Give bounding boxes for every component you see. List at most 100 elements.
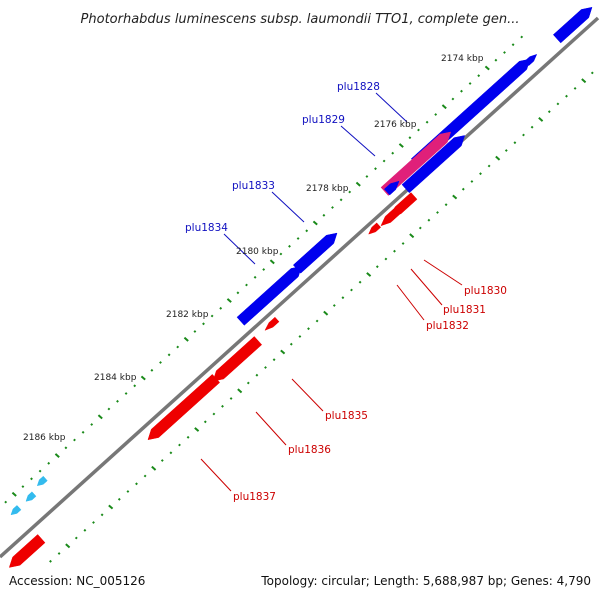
major-tick xyxy=(441,104,447,110)
minor-tick xyxy=(92,521,95,524)
gene-plu1836[interactable] xyxy=(212,336,263,382)
minor-tick xyxy=(382,159,386,163)
minor-tick xyxy=(264,366,267,369)
minor-tick xyxy=(107,407,111,411)
major-tick xyxy=(452,194,458,200)
minor-tick xyxy=(38,469,42,473)
plu1830-label[interactable]: plu1830 xyxy=(464,285,507,297)
major-tick xyxy=(484,65,490,71)
minor-tick xyxy=(202,322,205,326)
kbp-marker: 2184 kbp xyxy=(94,373,137,383)
map-title: Photorhabdus luminescens subsp. laumondi… xyxy=(81,12,520,27)
gene-labels: plu1828 plu1829 plu1833 plu1834 plu1830 plu18… xyxy=(185,81,507,503)
kbp-marker: 2174 kbp xyxy=(441,54,484,64)
gene-plu1833[interactable] xyxy=(292,232,338,274)
small-feature[interactable] xyxy=(36,475,48,487)
minor-tick xyxy=(341,296,345,300)
minor-tick xyxy=(348,190,352,194)
major-tick xyxy=(280,349,286,355)
minor-tick xyxy=(384,257,388,261)
plu1830-leader xyxy=(423,259,463,286)
gene-plu1835[interactable] xyxy=(264,316,280,331)
genome-backbone xyxy=(0,16,600,559)
gene-plu1828[interactable] xyxy=(380,131,452,196)
plu1831-label[interactable]: plu1831 xyxy=(443,304,486,316)
major-tick xyxy=(11,491,17,497)
plu1834-leader xyxy=(223,233,256,265)
minor-tick xyxy=(298,335,302,338)
minor-tick xyxy=(331,206,334,209)
gene-plu1832[interactable] xyxy=(368,222,382,235)
gene-upstream[interactable] xyxy=(552,6,593,44)
minor-tick xyxy=(479,172,482,176)
minor-tick xyxy=(494,58,498,62)
minor-tick xyxy=(513,141,517,145)
gene-plu1834[interactable] xyxy=(236,265,303,326)
minor-tick xyxy=(262,268,266,271)
minor-tick xyxy=(530,125,534,129)
kbp-marker: 2180 kbp xyxy=(236,247,279,257)
minor-tick xyxy=(253,275,257,279)
minor-tick xyxy=(246,381,250,385)
plu1836-label[interactable]: plu1836 xyxy=(288,444,331,456)
major-tick xyxy=(194,427,200,432)
plu1829-label[interactable]: plu1829 xyxy=(302,114,345,126)
gene-plu1837[interactable] xyxy=(147,374,221,441)
accession-text: Accession: NC_005126 xyxy=(9,574,146,588)
minor-tick xyxy=(365,175,369,178)
minor-tick xyxy=(236,291,240,295)
minor-tick xyxy=(81,430,85,434)
minor-tick xyxy=(296,237,300,240)
gene-plu1831[interactable] xyxy=(380,207,402,227)
plu1837-label[interactable]: plu1837 xyxy=(233,491,276,503)
plu1828-leader xyxy=(375,92,408,123)
minor-tick xyxy=(167,353,171,357)
major-tick xyxy=(54,453,60,459)
minor-tick xyxy=(391,151,395,155)
plu1828-label[interactable]: plu1828 xyxy=(337,81,380,93)
major-tick xyxy=(97,414,103,420)
minor-tick xyxy=(176,345,180,349)
gene-plu1827-end[interactable] xyxy=(524,53,538,67)
minor-tick xyxy=(159,361,162,364)
minor-tick xyxy=(117,497,121,501)
minor-tick xyxy=(487,164,491,168)
minor-tick xyxy=(511,43,515,47)
plu1834-label[interactable]: plu1834 xyxy=(185,222,228,234)
major-tick xyxy=(355,181,361,187)
minor-tick xyxy=(219,306,223,310)
minor-tick xyxy=(418,226,422,230)
gene-downstream[interactable] xyxy=(8,534,46,568)
major-tick xyxy=(495,155,501,161)
gene-plu1829[interactable] xyxy=(383,180,400,196)
plu1832-label[interactable]: plu1832 xyxy=(426,320,469,332)
minor-tick xyxy=(556,102,560,106)
major-tick xyxy=(398,143,404,148)
small-feature[interactable] xyxy=(10,505,22,516)
position-markers: 2174 kbp 2176 kbp 2178 kbp 2180 kbp 2182 kbp… xyxy=(23,54,484,443)
small-feature[interactable] xyxy=(25,491,37,502)
plu1835-label[interactable]: plu1835 xyxy=(325,410,368,422)
plu1833-label[interactable]: plu1833 xyxy=(232,180,275,192)
minor-tick xyxy=(279,252,283,256)
minor-tick xyxy=(460,89,463,93)
minor-tick xyxy=(401,242,405,245)
major-tick xyxy=(312,220,318,226)
minor-tick xyxy=(590,71,594,75)
plu1835-leader xyxy=(291,378,324,412)
minor-tick xyxy=(375,265,379,269)
minor-tick xyxy=(100,513,104,517)
plu1833-leader xyxy=(271,191,305,223)
major-tick xyxy=(538,116,544,122)
major-tick xyxy=(269,259,275,265)
gene-plu1829-block[interactable] xyxy=(401,135,466,194)
minor-tick xyxy=(193,330,197,333)
minor-tick xyxy=(143,474,147,478)
minor-tick xyxy=(573,86,577,90)
kbp-marker: 2182 kbp xyxy=(166,310,209,320)
minor-tick xyxy=(272,358,276,362)
minor-tick xyxy=(203,420,207,424)
minor-tick xyxy=(21,485,25,489)
minor-tick xyxy=(221,404,224,408)
